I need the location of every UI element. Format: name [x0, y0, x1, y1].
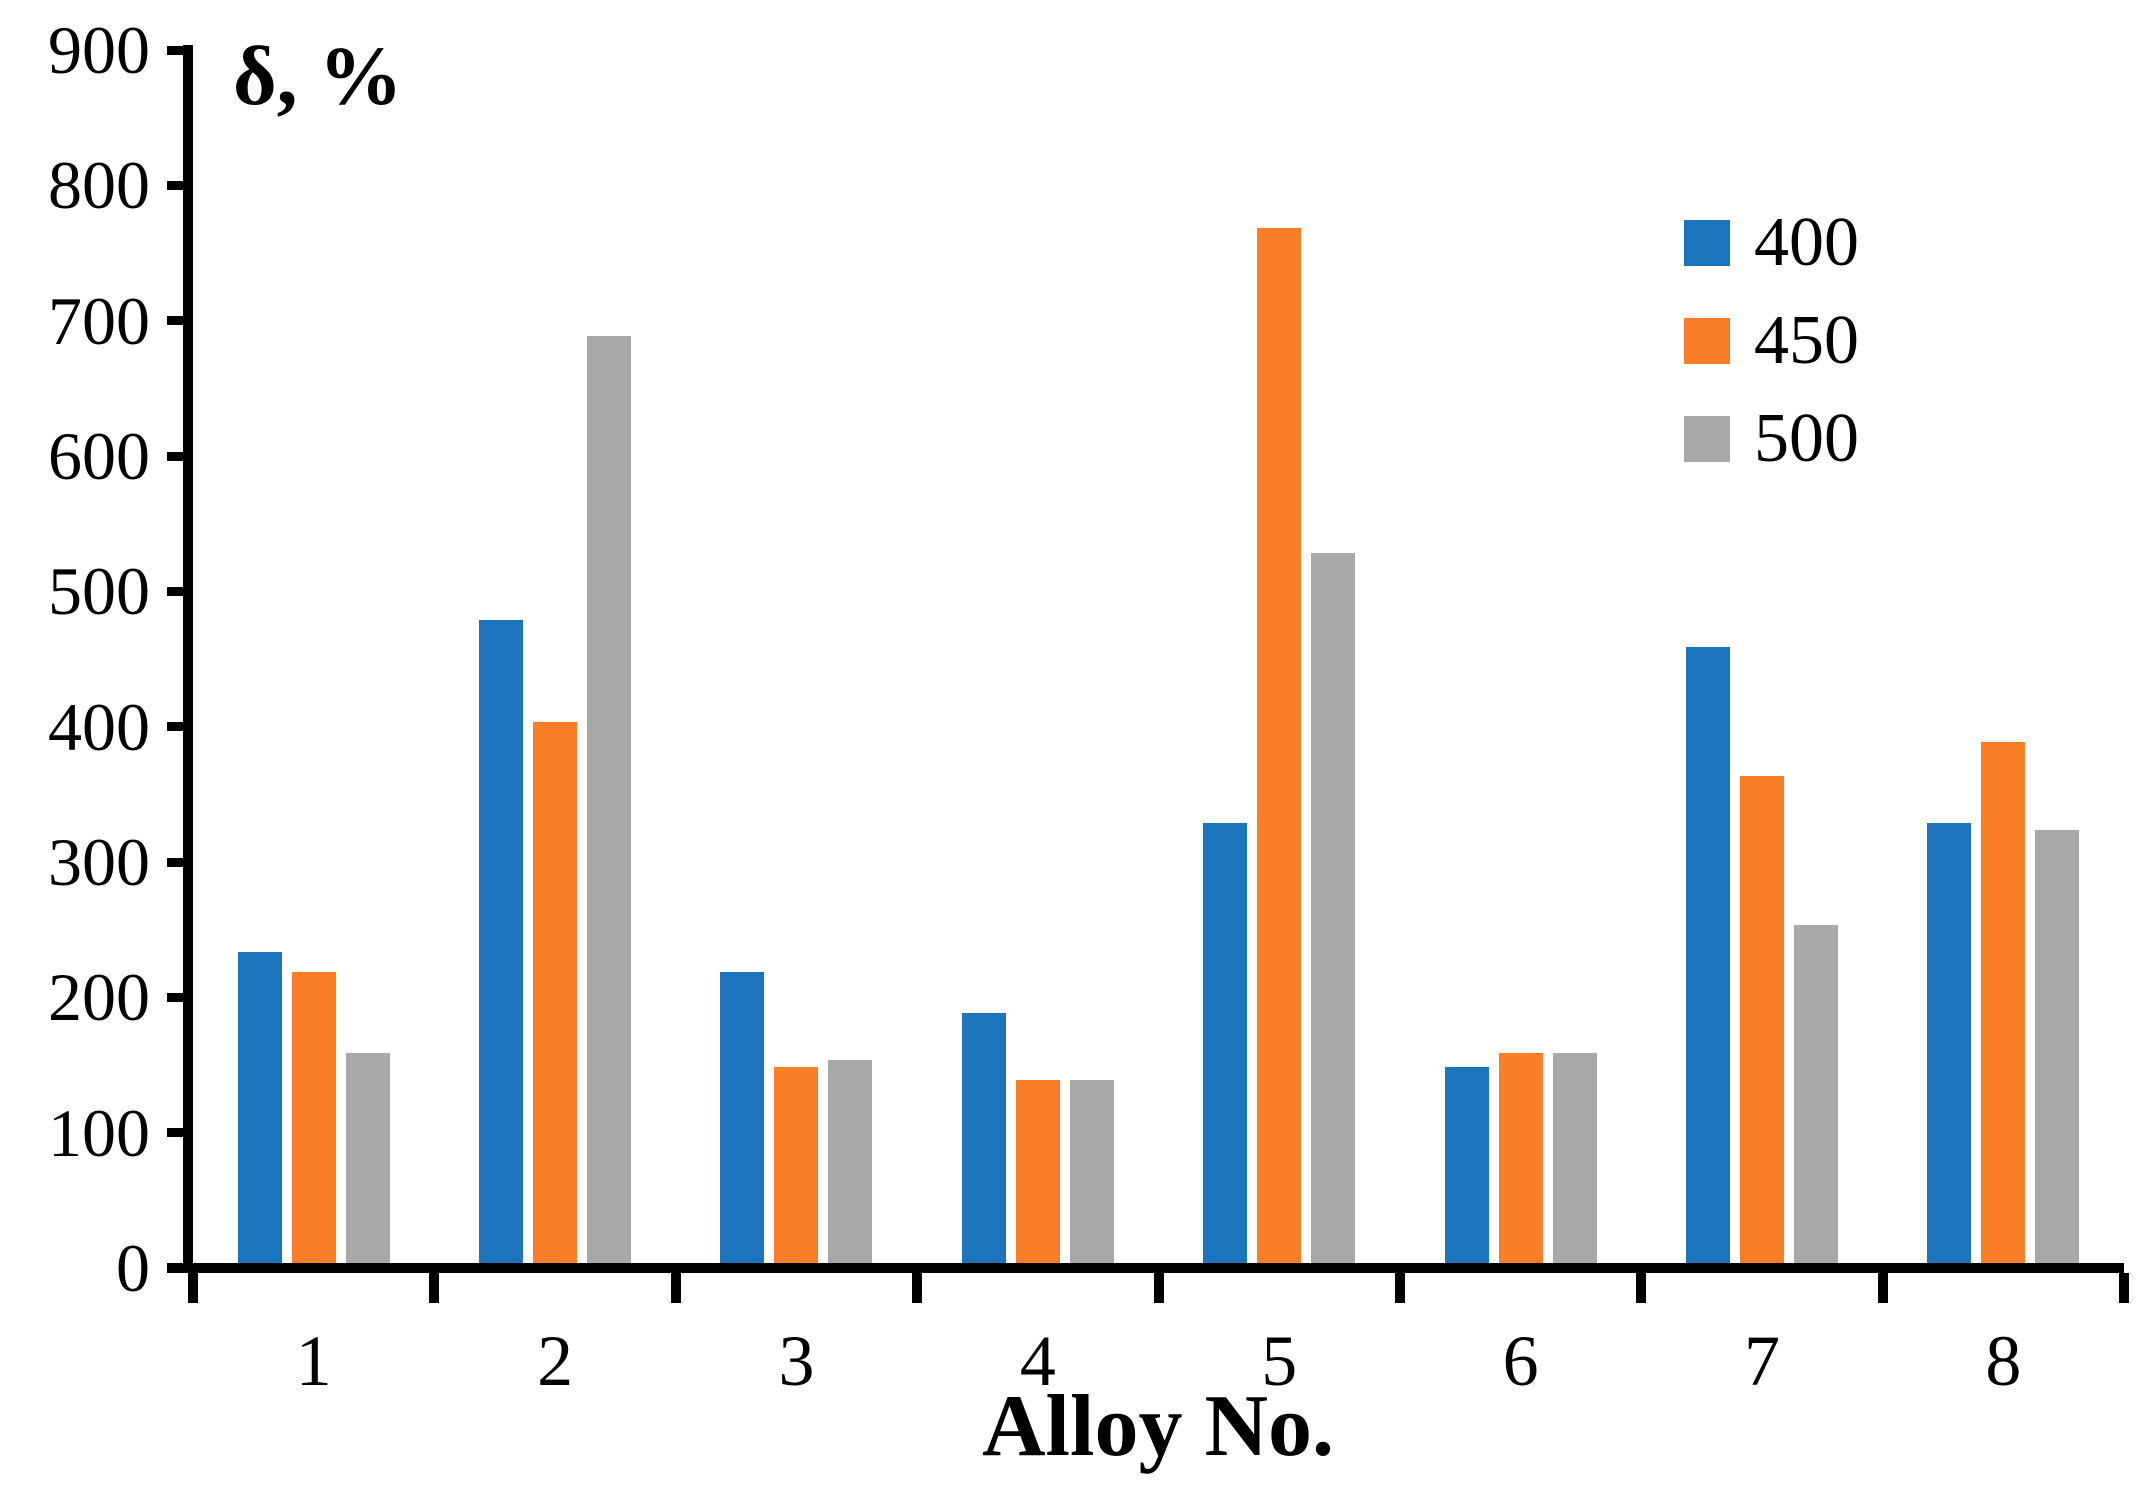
x-tick-label: 2 — [537, 1321, 574, 1401]
y-tick-label: 200 — [48, 959, 150, 1036]
x-tick-label: 5 — [1261, 1321, 1298, 1401]
y-tick-label: 300 — [48, 824, 150, 900]
y-tick-label: 900 — [48, 12, 150, 88]
bar-400-alloy3 — [720, 972, 765, 1263]
bar-500-alloy5 — [1311, 552, 1356, 1263]
y-tick — [167, 992, 190, 1002]
y-tick — [167, 586, 190, 596]
y-tick-label: 400 — [48, 688, 150, 765]
bar-400-alloy8 — [1927, 823, 1972, 1263]
y-tick — [167, 180, 190, 190]
y-tick — [167, 722, 190, 732]
x-tick — [670, 1273, 681, 1303]
y-axis-title: δ, % — [233, 30, 403, 123]
bar-400-alloy2 — [479, 620, 524, 1263]
x-tick — [1636, 1273, 1647, 1303]
x-tick — [1877, 1273, 1888, 1303]
y-tick — [167, 316, 190, 326]
y-tick-label: 0 — [116, 1230, 150, 1306]
y-tick-label: 600 — [48, 418, 150, 494]
bar-450-alloy4 — [1015, 1080, 1060, 1263]
y-tick-label: 500 — [48, 553, 150, 630]
bar-500-alloy6 — [1552, 1053, 1597, 1263]
bar-450-alloy2 — [533, 721, 578, 1263]
bar-500-alloy4 — [1069, 1080, 1114, 1263]
y-tick — [167, 45, 190, 55]
x-tick — [912, 1273, 923, 1303]
x-tick — [1394, 1273, 1405, 1303]
legend-swatch-400 — [1684, 220, 1730, 266]
x-tick-label: 6 — [1502, 1321, 1539, 1401]
legend: 400 450 500 — [1684, 204, 1859, 514]
legend-item-500: 500 — [1684, 400, 1859, 477]
bar-500-alloy8 — [2035, 829, 2080, 1263]
x-tick — [429, 1273, 440, 1303]
x-tick-label: 4 — [1019, 1321, 1056, 1401]
legend-swatch-450 — [1684, 318, 1730, 364]
bar-450-alloy3 — [774, 1066, 819, 1263]
bar-500-alloy7 — [1793, 924, 1838, 1263]
y-tick — [167, 1128, 190, 1138]
bar-400-alloy7 — [1685, 647, 1730, 1263]
legend-label-450: 450 — [1754, 302, 1859, 379]
legend-item-400: 400 — [1684, 204, 1859, 281]
x-tick — [188, 1273, 198, 1303]
y-tick-label: 100 — [48, 1094, 150, 1171]
bar-500-alloy1 — [345, 1053, 390, 1263]
x-tick — [2119, 1273, 2129, 1303]
y-axis-line — [183, 45, 193, 1273]
y-tick-label: 800 — [48, 147, 150, 224]
bar-400-alloy6 — [1444, 1066, 1489, 1263]
y-tick — [167, 857, 190, 867]
x-axis-line — [167, 1263, 2124, 1273]
legend-label-400: 400 — [1754, 204, 1859, 281]
bar-500-alloy3 — [828, 1060, 873, 1263]
x-tick-label: 8 — [1985, 1321, 2022, 1401]
x-tick-label: 7 — [1743, 1321, 1780, 1401]
x-tick-label: 3 — [778, 1321, 815, 1401]
bar-450-alloy6 — [1498, 1053, 1543, 1263]
y-tick-label: 700 — [48, 282, 150, 359]
bar-450-alloy8 — [1981, 741, 2026, 1263]
bar-450-alloy7 — [1739, 775, 1784, 1263]
bar-400-alloy5 — [1203, 823, 1248, 1263]
bar-500-alloy2 — [587, 335, 632, 1263]
legend-label-500: 500 — [1754, 400, 1859, 477]
bar-400-alloy4 — [961, 1012, 1006, 1263]
x-axis-title: Alloy No. — [982, 1378, 1334, 1475]
bar-400-alloy1 — [237, 951, 282, 1263]
legend-swatch-500 — [1684, 416, 1730, 462]
bar-450-alloy1 — [291, 972, 336, 1263]
legend-item-450: 450 — [1684, 302, 1859, 379]
x-tick-label: 1 — [295, 1321, 332, 1401]
y-tick — [167, 451, 190, 461]
bar-450-alloy5 — [1257, 227, 1302, 1263]
x-tick — [1153, 1273, 1164, 1303]
